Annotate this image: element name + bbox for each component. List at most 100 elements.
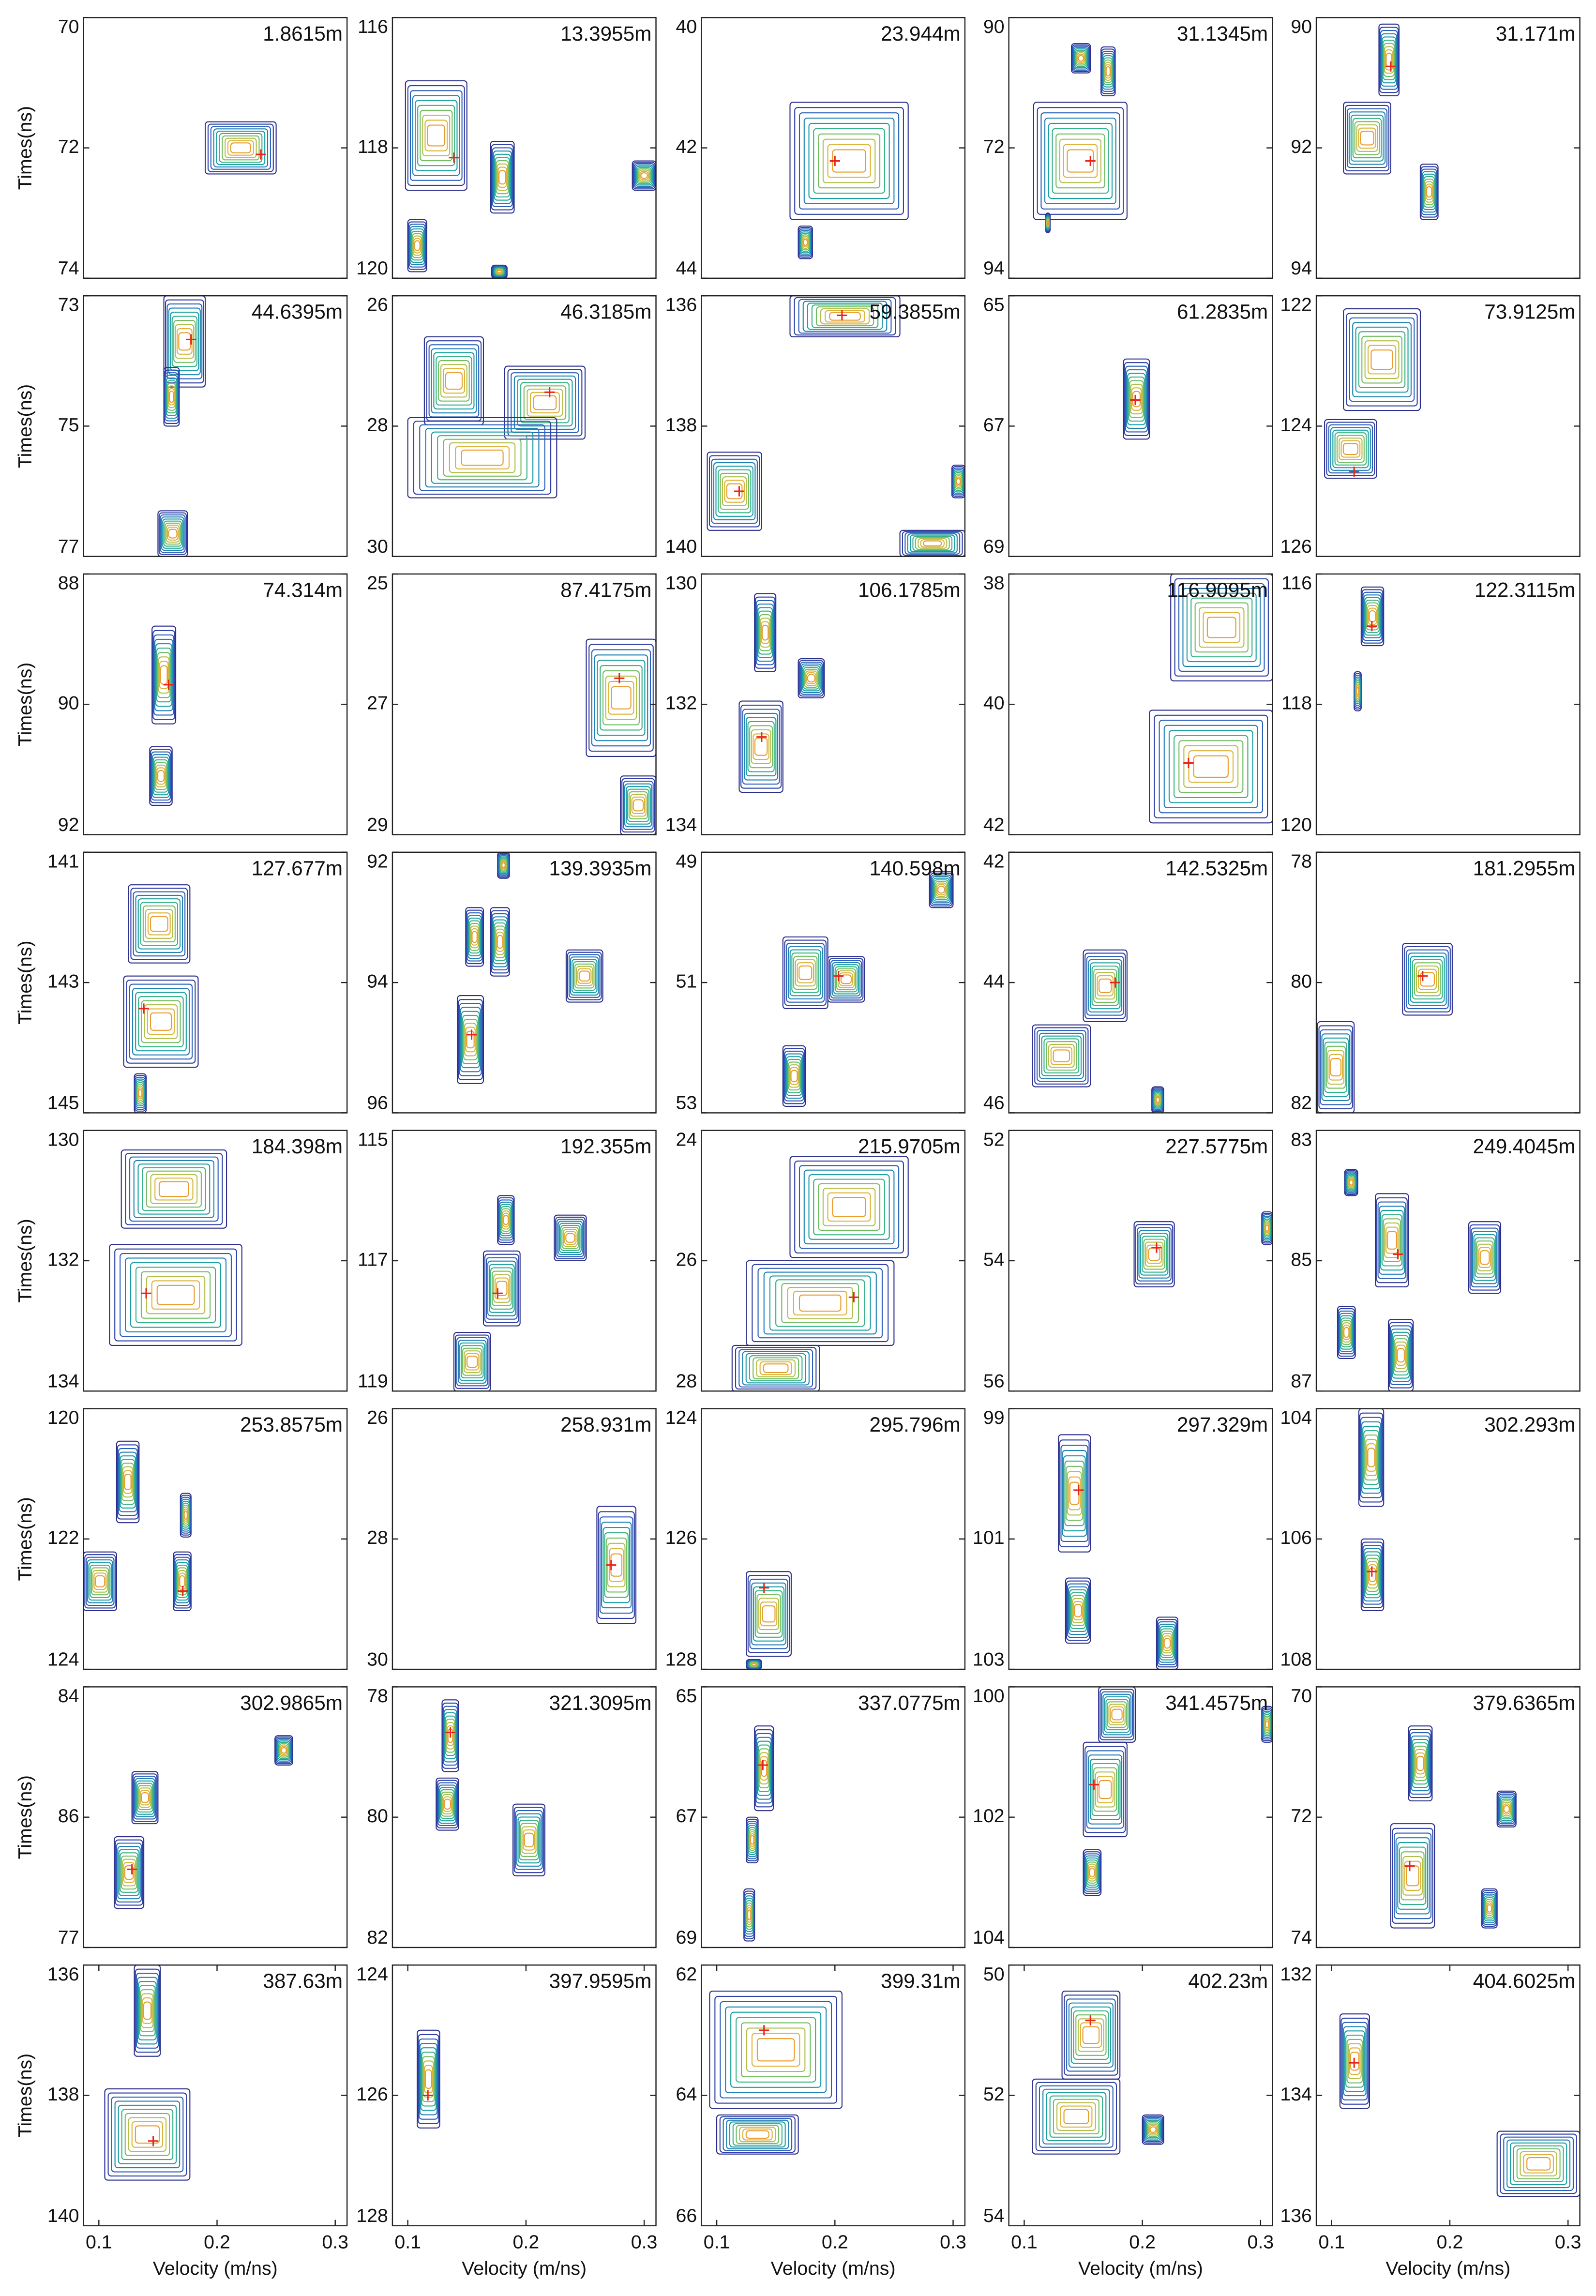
contour-blob xyxy=(789,102,909,220)
contour-blob xyxy=(827,956,865,1003)
contour-line xyxy=(1043,1038,1080,1073)
contour-line xyxy=(463,1019,478,1060)
contour-line xyxy=(1052,128,1109,194)
plot-area xyxy=(104,1965,191,2181)
contour-line xyxy=(799,662,823,695)
y-tick-label: 128 xyxy=(356,2205,388,2226)
contour-line xyxy=(519,1819,539,1860)
contour-line xyxy=(759,614,771,651)
contour-line xyxy=(638,169,650,182)
contour-line xyxy=(640,172,648,179)
contour-line xyxy=(412,233,423,258)
contour-blob xyxy=(512,1803,546,1876)
panel: 24 26 28 215.9705m xyxy=(676,1129,966,1391)
pick-marker xyxy=(178,1586,188,1597)
contour-line xyxy=(1063,2109,1089,2125)
contour-line xyxy=(1041,1035,1082,1076)
panel-title: 140.598m xyxy=(869,857,960,879)
contour-line xyxy=(751,1663,757,1666)
contour-line xyxy=(409,226,425,265)
contour-line xyxy=(756,1359,796,1377)
contour-line xyxy=(421,2052,436,2107)
contour-line xyxy=(1102,53,1114,90)
contour-line xyxy=(1154,714,1268,818)
contour-blob xyxy=(1100,46,1116,96)
y-tick-label: 65 xyxy=(676,1685,697,1707)
contour-line xyxy=(492,1270,512,1306)
panel-title: 192.355m xyxy=(560,1135,651,1158)
contour-line xyxy=(1086,956,1124,1016)
contour-line xyxy=(746,1571,792,1657)
contour-line xyxy=(151,751,171,801)
x-tick-label: 0.3 xyxy=(322,2231,348,2252)
contour-line xyxy=(1420,166,1438,218)
contour-line xyxy=(455,446,510,469)
axes-box xyxy=(391,851,657,1114)
contour-line xyxy=(458,999,483,1080)
contour-line xyxy=(931,874,952,905)
y-tick-label: 67 xyxy=(676,1805,697,1827)
contour-line xyxy=(954,473,963,490)
contour-blob xyxy=(1083,1741,1128,1838)
y-axis-label: Times(ns) xyxy=(15,2054,36,2137)
plot-area xyxy=(1058,1434,1178,1670)
panel: 122 124 126 73.9125m xyxy=(1280,294,1581,557)
contour-line xyxy=(1033,102,1128,220)
y-tick-label: 115 xyxy=(358,1129,388,1150)
contour-line xyxy=(1163,725,1258,808)
contour-line xyxy=(1408,952,1447,1006)
contour-line xyxy=(798,227,813,258)
panel: 104 106 108 302.293m xyxy=(1280,1407,1581,1670)
y-tick-label: 132 xyxy=(1280,1964,1312,1985)
x-tick-label: 0.3 xyxy=(631,2231,658,2252)
contour-line xyxy=(1390,1823,1435,1929)
contour-line xyxy=(1356,124,1378,152)
contour-line xyxy=(1345,1171,1357,1194)
contour-line xyxy=(173,1554,191,1609)
contour-line xyxy=(1425,181,1434,203)
contour-line xyxy=(736,2125,780,2144)
contour-line xyxy=(633,163,655,188)
contour-line xyxy=(1382,40,1396,80)
panel-title: 297.329m xyxy=(1177,1413,1268,1436)
contour-line xyxy=(164,369,180,424)
y-tick-label: 94 xyxy=(983,257,1005,279)
contour-line xyxy=(602,670,640,725)
contour-line xyxy=(902,531,963,556)
contour-line xyxy=(730,2011,822,2088)
contour-line xyxy=(135,992,187,1052)
plot-area xyxy=(149,625,177,806)
panel: 49 51 53 140.598m xyxy=(676,850,966,1114)
contour-line xyxy=(933,877,950,902)
contour-blob xyxy=(417,2029,440,2129)
contour-blob xyxy=(1324,419,1377,479)
contour-line xyxy=(1348,1178,1354,1187)
contour-line xyxy=(154,1178,194,1201)
contour-line xyxy=(1496,1790,1517,1828)
y-tick-label: 118 xyxy=(1281,693,1312,714)
contour-line xyxy=(1523,2154,1554,2174)
contour-line xyxy=(1363,1430,1380,1485)
contour-line xyxy=(417,2029,440,2129)
contour-line xyxy=(1071,44,1090,73)
contour-line xyxy=(1482,1891,1497,1925)
y-tick-label: 90 xyxy=(58,693,79,714)
y-tick-label: 102 xyxy=(973,1805,1005,1827)
contour-line xyxy=(457,995,484,1084)
contour-line xyxy=(1324,419,1377,479)
contour-line xyxy=(787,1061,801,1091)
panel-title: 249.4045m xyxy=(1473,1135,1576,1158)
contour-line xyxy=(1482,1890,1497,1927)
contour-line xyxy=(797,962,814,983)
contour-line xyxy=(631,796,646,814)
contour-line xyxy=(1345,1172,1357,1193)
panel-title: 387.63m xyxy=(263,1970,343,1993)
plot-area xyxy=(157,296,206,557)
panel-title: 13.3955m xyxy=(560,22,651,45)
contour-line xyxy=(558,1223,582,1254)
panel-title: 397.9595m xyxy=(549,1970,652,1993)
x-tick-label: 0.2 xyxy=(1129,2231,1156,2252)
contour-line xyxy=(124,1473,132,1491)
contour-line xyxy=(461,449,504,466)
contour-blob xyxy=(441,1699,459,1772)
